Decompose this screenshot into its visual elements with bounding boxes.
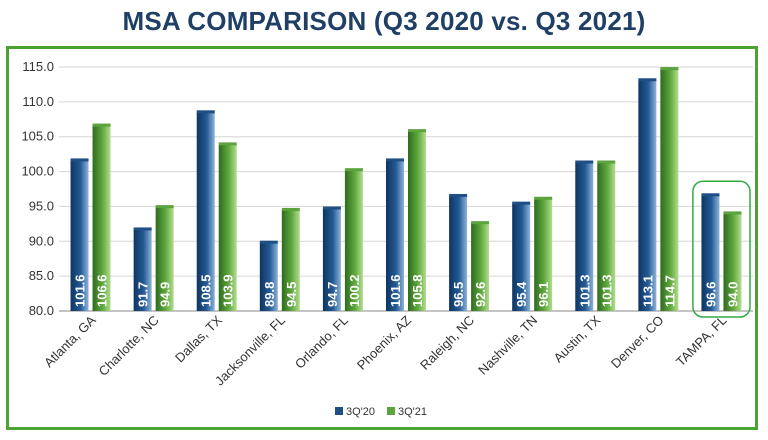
bar-cap: [322, 206, 341, 210]
y-tick-label: 105.0: [21, 129, 54, 144]
x-tick-label: Dallas, TX: [172, 312, 225, 365]
x-tick-label: Phoenix, AZ: [354, 312, 414, 372]
data-label: 94.0: [725, 282, 740, 307]
bar-3q21: [660, 69, 679, 311]
bar-3q20: [575, 162, 594, 311]
data-label: 101.3: [577, 274, 592, 307]
data-label: 100.2: [347, 274, 362, 307]
data-label: 95.4: [514, 281, 529, 307]
highlight-box: [692, 180, 751, 318]
bar-cap: [70, 158, 89, 162]
bar-cap: [638, 78, 657, 82]
bar-cap: [449, 193, 468, 197]
x-tick-label: TAMPA, FL: [673, 313, 730, 370]
chart-frame: 80.0 85.0 90.0 95.0 100.0 105.0 110.0 115.0 101.…: [6, 46, 758, 430]
x-tick-label: Atlanta, GA: [41, 312, 99, 370]
x-tick-label: Raleigh, NC: [417, 313, 477, 373]
data-label: 101.6: [388, 274, 403, 307]
bar-3q20: [701, 195, 720, 311]
y-tick-label: 110.0: [22, 94, 54, 109]
bar-3q20: [259, 242, 278, 311]
data-label: 108.5: [199, 274, 214, 307]
bar-cap: [597, 160, 616, 164]
y-tick-label: 85.0: [29, 268, 54, 283]
bar-cap: [471, 221, 490, 225]
bar-cap: [534, 196, 553, 200]
bar-cap: [281, 207, 300, 211]
data-label: 105.8: [410, 274, 425, 307]
data-label: 106.6: [95, 274, 110, 307]
x-tick-label: Charlotte, NC: [95, 313, 161, 379]
bar-cap: [408, 129, 426, 133]
bar-3q20: [133, 229, 152, 311]
bar-cap: [259, 240, 278, 244]
bar-3q21: [155, 207, 174, 311]
bar-3q21: [597, 162, 616, 311]
data-label: 103.9: [221, 274, 236, 307]
x-tick-label: Orlando, FL: [292, 313, 351, 372]
bar-cap: [92, 123, 111, 127]
bar-3q21: [344, 170, 363, 311]
data-label: 94.5: [284, 282, 299, 307]
bar-3q21: [92, 125, 111, 311]
bar-3q21: [408, 131, 426, 311]
bar-cap: [723, 211, 742, 215]
bar-3q20: [386, 160, 404, 311]
bar-3q20: [196, 112, 215, 311]
bar-cap: [386, 158, 404, 162]
y-tick-label: 80.0: [29, 303, 54, 318]
data-label: 101.3: [599, 274, 614, 307]
bar-cap: [133, 227, 152, 231]
bar-3q21: [218, 144, 237, 311]
data-label: 94.7: [325, 282, 340, 307]
data-label: 96.5: [451, 282, 466, 307]
bar-3q21: [281, 209, 300, 311]
bar-cap: [701, 193, 720, 197]
x-tick-label: Austin, TX: [551, 312, 604, 365]
data-label: 92.6: [473, 282, 488, 307]
data-label: 114.7: [662, 275, 677, 307]
data-label: 89.8: [262, 282, 277, 307]
bar-3q21: [534, 198, 553, 311]
data-label: 96.1: [536, 282, 551, 307]
data-label: 113.1: [640, 275, 655, 307]
legend-swatch: [387, 407, 395, 415]
bar-cap: [155, 205, 174, 209]
y-tick-label: 90.0: [29, 233, 54, 248]
bar-cap: [660, 67, 679, 71]
data-label: 101.6: [73, 274, 88, 307]
bar-cap: [218, 142, 237, 146]
bar-cap: [196, 110, 215, 114]
bar-3q20: [449, 195, 468, 311]
chart-title: MSA COMPARISON (Q3 2020 vs. Q3 2021): [122, 6, 646, 36]
bar-3q20: [322, 208, 341, 311]
data-label: 91.7: [136, 282, 151, 307]
bar-3q20: [638, 80, 657, 311]
bar-3q21: [471, 223, 490, 311]
legend-label: 3Q'21: [398, 406, 427, 418]
data-label: 96.6: [703, 282, 718, 307]
bar-cap: [575, 160, 594, 164]
bar-cap: [512, 201, 531, 205]
bar-cap: [344, 168, 363, 172]
y-tick-label: 100.0: [21, 164, 54, 179]
data-label: 94.9: [158, 282, 173, 307]
legend-label: 3Q'20: [346, 406, 375, 418]
y-tick-label: 95.0: [29, 198, 54, 213]
bar-3q20: [70, 160, 89, 311]
x-tick-label: Denver, CO: [608, 313, 667, 372]
bar-3q21: [723, 213, 742, 311]
bar-3q20: [512, 203, 531, 311]
y-tick-label: 115.0: [22, 59, 54, 74]
bar-chart: 80.0 85.0 90.0 95.0 100.0 105.0 110.0 115.0 101.…: [21, 59, 753, 418]
x-tick-label: Nashville, TN: [475, 313, 540, 378]
legend-swatch: [335, 407, 343, 415]
